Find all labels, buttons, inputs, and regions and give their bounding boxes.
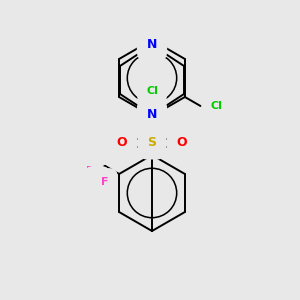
Text: N: N (147, 109, 157, 122)
Text: O: O (177, 136, 187, 149)
Text: F: F (101, 177, 109, 187)
Text: F: F (86, 167, 94, 176)
Text: N: N (147, 38, 157, 52)
Text: S: S (148, 136, 157, 149)
Text: O: O (117, 136, 127, 149)
Text: F: F (94, 175, 101, 185)
Text: Cl: Cl (146, 86, 158, 96)
Text: Cl: Cl (211, 101, 222, 111)
